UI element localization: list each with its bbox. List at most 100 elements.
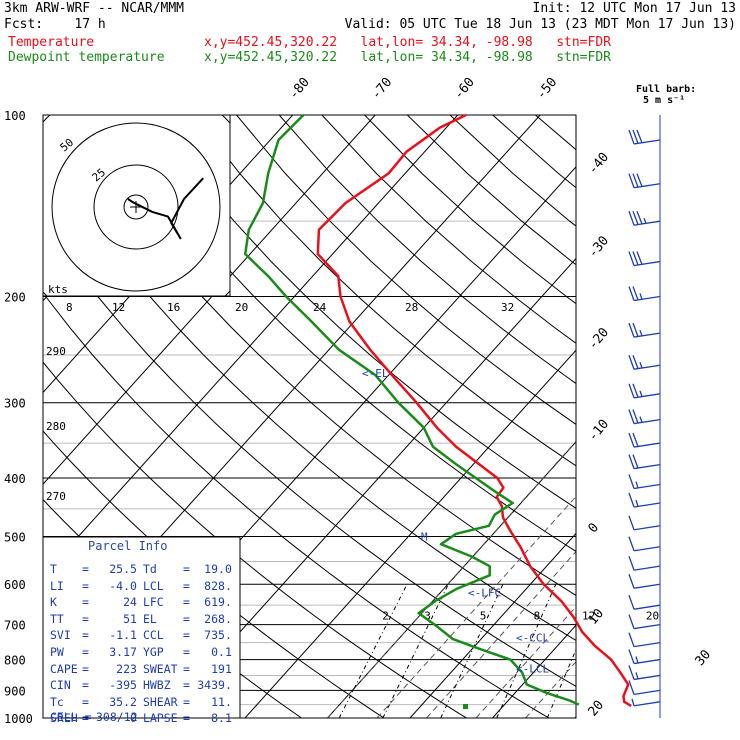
wind-barb [628, 515, 661, 531]
parcel-param-value: 828. [204, 578, 232, 593]
dry-adiabat [449, 115, 576, 227]
mixing-ratio-label: 5 [480, 610, 487, 623]
plot-frame [42, 114, 577, 719]
parcel-param-label: CIN [50, 678, 71, 693]
wind-barb [628, 536, 661, 552]
isotherm [492, 624, 576, 718]
theta-label: 280 [46, 420, 66, 433]
level-marker: M [421, 530, 428, 543]
dewpoint-legend-label: Dewpoint temperature [8, 50, 165, 65]
dry-adiabat [578, 115, 740, 718]
wind-barb [628, 355, 661, 370]
pressure-label: 200 [4, 291, 26, 305]
level-marker: <-LCL [516, 663, 549, 676]
parcel-row: PW = 3.17 YGP = 0.1 [50, 645, 232, 659]
dry-adiabat [107, 115, 576, 552]
equals-sign: = [182, 611, 190, 626]
wind-barb [628, 680, 661, 696]
parcel-row: Tc = 35.2 SHEAR = 11. [50, 695, 232, 709]
isotherm-label: -60 [451, 75, 478, 103]
wind-barb [628, 454, 661, 470]
wind-barb [628, 129, 661, 145]
isotherm-label: -10 [586, 417, 613, 445]
dry-adiabat [43, 221, 576, 687]
parcel-param-label: SWEAT [142, 661, 178, 676]
parcel-row: T = 25.5 Td = 19.0 [50, 562, 232, 576]
barb-legend-title: Full barb: [636, 84, 697, 95]
dewpoint-legend-info: x,y=452.45,320.22 lat,lon= 34.34, -98.98… [204, 50, 611, 65]
hodograph-ring [93, 164, 179, 250]
pressure-label: 300 [4, 397, 26, 411]
mixing-ratio-line [440, 584, 504, 718]
moist-adiabat [376, 495, 576, 718]
forecast-hour: Fcst: 17 h [4, 17, 106, 32]
mixing-ratio-line [338, 583, 408, 718]
wind-barb [628, 286, 661, 302]
isotherm-label: 30 [693, 647, 715, 669]
moist-adiabat [475, 606, 576, 718]
barb-legend-units: 5 m s⁻¹ [643, 95, 686, 106]
parcel-param-value: 619. [204, 595, 232, 610]
equals-sign: = [182, 711, 190, 726]
parcel-row: SREH = 0 LAPSE = 8.1 [50, 711, 232, 725]
parcel-param-label: K [50, 595, 57, 610]
moist-adiabat [426, 550, 576, 718]
speed-label: 20 [235, 301, 248, 314]
equals-sign: = [82, 645, 89, 659]
isotherm-label: -70 [369, 75, 396, 103]
cell-label: CELL = [50, 710, 92, 724]
parcel-info-title: Parcel Info [88, 539, 168, 553]
wind-barb [628, 210, 661, 226]
isotherm-label: -40 [586, 150, 613, 178]
level-marker: <-CCL [516, 631, 549, 644]
isotherm-label: -50 [534, 75, 561, 103]
hodograph-units: kts [48, 283, 68, 296]
isotherm [409, 532, 576, 718]
equals-sign: = [82, 678, 89, 693]
parcel-param-label: SREH [50, 711, 78, 726]
level-marker: <-EL [362, 367, 389, 380]
pressure-label: 800 [4, 654, 26, 668]
parcel-row: CIN = -395 HWBZ = 3439. [50, 678, 232, 692]
wind-barb [628, 665, 661, 681]
speed-label: 24 [313, 301, 327, 314]
mixing-ratio-label: 8 [534, 610, 541, 623]
isotherm-label: 20 [586, 698, 608, 720]
wind-barb [628, 474, 661, 490]
mixing-ratio-label: 3 [424, 610, 431, 623]
temperature-profile [316, 113, 632, 707]
pressure-label: 100 [4, 109, 26, 123]
isotherm-label: -30 [586, 233, 613, 261]
dry-adiabat [43, 147, 576, 641]
equals-sign: = [182, 661, 190, 676]
parcel-param-label: TT [50, 611, 64, 626]
parcel-param-label: T [50, 562, 57, 576]
speed-label: 12 [112, 301, 125, 314]
isotherm [43, 115, 459, 577]
parcel-info-box [42, 536, 241, 719]
equals-sign: = [82, 711, 89, 726]
pressure-label: 500 [4, 530, 26, 544]
equals-sign: = [182, 562, 190, 576]
theta-label: 270 [46, 490, 66, 503]
pressure-label: 600 [4, 578, 26, 592]
parcel-param-label: CCL [142, 628, 164, 643]
isotherm [244, 349, 576, 718]
wind-barb [628, 594, 661, 610]
dry-adiabat [664, 115, 740, 718]
parcel-param-value: 24 [123, 595, 137, 610]
parcel-param-value: 0.1 [211, 645, 232, 659]
equals-sign: = [82, 628, 89, 643]
equals-sign: = [182, 645, 190, 659]
parcel-param-value: 3.17 [109, 645, 137, 659]
parcel-param-value: 11. [211, 694, 232, 709]
speed-label: 16 [167, 301, 180, 314]
wind-barb [628, 614, 661, 630]
equals-sign: = [182, 678, 190, 693]
wind-barb [631, 698, 661, 707]
parcel-param-label: PW [50, 645, 64, 659]
hodograph-ring [123, 194, 149, 220]
wind-barb [628, 173, 661, 189]
speed-label: 32 [501, 301, 514, 314]
